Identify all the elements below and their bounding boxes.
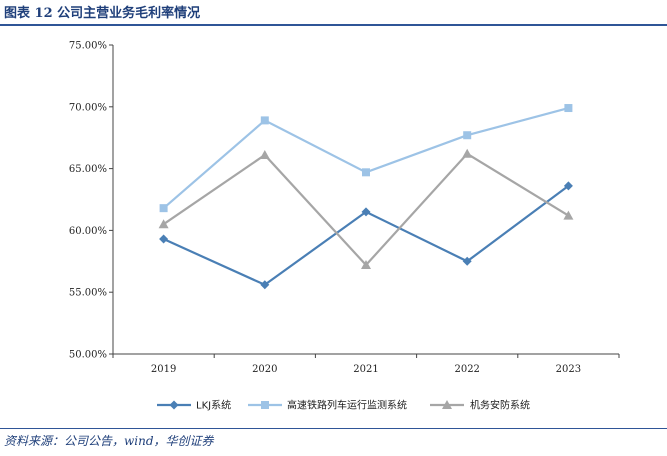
series-1-point xyxy=(462,256,472,266)
y-tick-label: 70.00% xyxy=(69,102,107,113)
series-line-2 xyxy=(162,106,569,209)
legend-marker-1 xyxy=(169,400,179,410)
x-tick-label: 2021 xyxy=(353,364,378,375)
legend-label-1: LKJ系统 xyxy=(196,399,231,412)
series-3-point xyxy=(361,260,371,270)
y-tick-label: 75.00% xyxy=(69,41,107,52)
x-tick-label: 2022 xyxy=(454,364,479,375)
series-3-point xyxy=(563,210,574,220)
x-tick-label: 2023 xyxy=(556,364,581,375)
series-1-point xyxy=(260,280,270,290)
y-tick-label: 55.00% xyxy=(69,288,107,299)
series-3-point xyxy=(158,219,169,229)
series-1-point xyxy=(563,181,573,191)
series-1-point xyxy=(361,207,371,217)
legend-marker-3 xyxy=(442,400,452,409)
line-chart: 50.00% 55.00% 60.00% 65.00% 70.00% 75.00% 2019… xyxy=(69,41,620,412)
series-2-point xyxy=(159,204,168,213)
x-tick-label: 2019 xyxy=(151,364,176,375)
y-tick-label: 50.00% xyxy=(69,350,107,361)
source-note: 资料来源：公司公告，wind，华创证券 xyxy=(4,434,214,448)
series-1-point xyxy=(159,234,169,244)
legend-marker-2 xyxy=(261,401,269,409)
legend-label-2: 高速铁路列车运行监测系统 xyxy=(287,399,407,412)
legend-label-3: 机务安防系统 xyxy=(470,399,530,412)
x-tick-label: 2020 xyxy=(252,364,277,375)
series-2-point xyxy=(362,168,370,177)
series-2-point xyxy=(260,116,269,125)
y-tick-label: 60.00% xyxy=(69,226,107,237)
series-3-point xyxy=(259,150,270,160)
source-divider xyxy=(0,428,667,429)
series-line-1 xyxy=(163,185,570,287)
figure-title: 图表 12 公司主营业务毛利率情况 xyxy=(4,6,201,21)
y-tick-label: 65.00% xyxy=(69,164,107,175)
series-3-point xyxy=(462,148,473,158)
series-2-point xyxy=(564,104,573,113)
series-2-point xyxy=(463,131,472,140)
title-divider xyxy=(0,24,667,26)
